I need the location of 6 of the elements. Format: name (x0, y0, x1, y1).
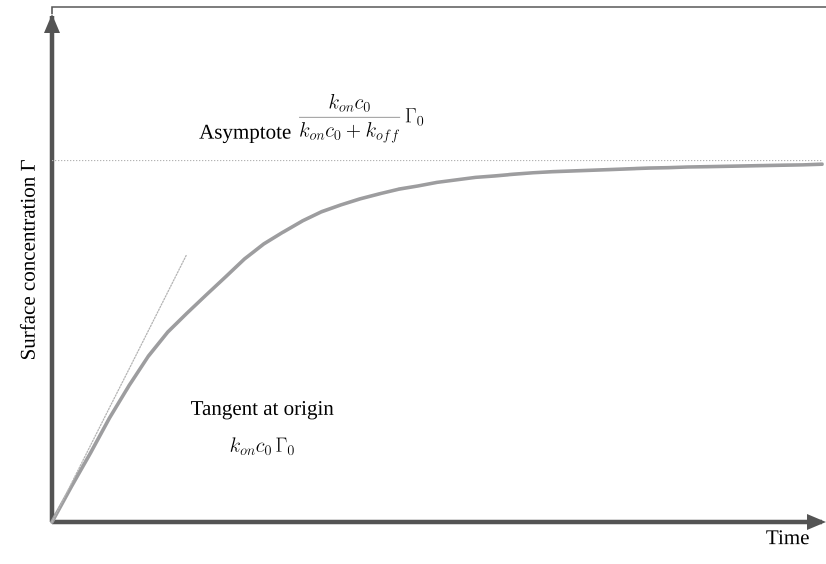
text: $\frac{k_{on}c_0}{k_{on}c_0+k_{off}}\,\Gamma_0$ (299, 94, 424, 143)
x-axis-title: Time (766, 530, 809, 544)
ref-line-label: Asymptote (199, 124, 291, 144)
y-axis-title: Surface concentration Γ (20, 160, 35, 360)
annotation: $k_{on}c_0\,\Gamma_0$ (230, 437, 294, 456)
annotation: Tangent at origin (191, 400, 334, 420)
